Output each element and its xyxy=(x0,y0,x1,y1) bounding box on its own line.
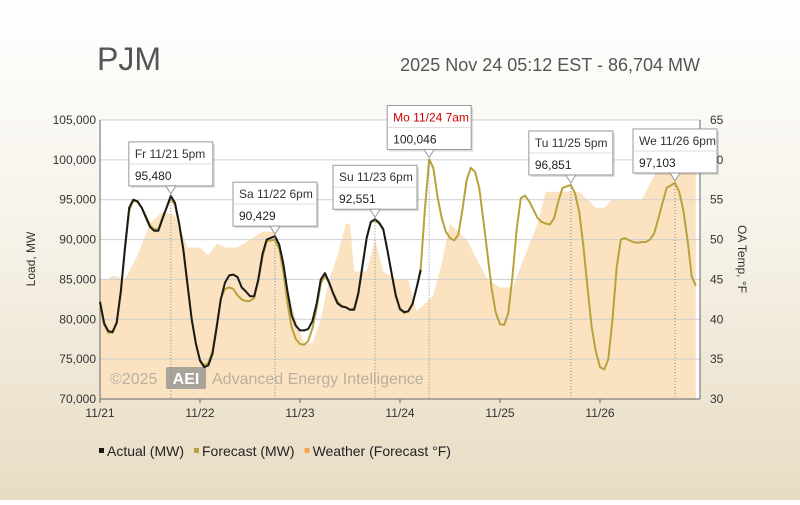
x-tick-label: 11/22 xyxy=(185,406,214,420)
region-title: PJM xyxy=(97,41,161,77)
callout-value: 96,851 xyxy=(535,158,572,172)
y2-tick-label: 35 xyxy=(710,352,724,366)
callout-label: We 11/26 6pm xyxy=(639,134,716,148)
callout-pointer xyxy=(669,172,681,182)
y2-axis-title: OA Temp, °F xyxy=(735,225,749,293)
legend-label: Forecast (MW) xyxy=(202,443,295,459)
y2-tick-label: 55 xyxy=(710,193,724,207)
legend-swatch xyxy=(99,448,104,453)
x-tick-label: 11/23 xyxy=(285,406,314,420)
callout-label: Tu 11/25 5pm xyxy=(535,136,608,150)
callout-pointer xyxy=(423,148,436,159)
callout-value: 90,429 xyxy=(239,209,276,223)
x-tick-label: 11/26 xyxy=(585,406,614,420)
x-tick-label: 11/25 xyxy=(485,406,514,420)
callout-value: 92,551 xyxy=(339,192,376,206)
y2-tick-label: 40 xyxy=(710,312,724,326)
y-tick-label: 75,000 xyxy=(59,352,96,366)
callout-label: Sa 11/22 6pm xyxy=(239,187,313,201)
y-tick-label: 105,000 xyxy=(53,113,97,127)
status-text: 2025 Nov 24 05:12 EST - 86,704 MW xyxy=(400,55,700,75)
x-tick-label: 11/21 xyxy=(85,406,114,420)
watermark-company: Advanced Energy Intelligence xyxy=(212,371,424,388)
legend-swatch xyxy=(194,448,199,453)
y-tick-label: 95,000 xyxy=(59,193,96,207)
y-tick-label: 85,000 xyxy=(59,272,96,286)
watermark-logo-box xyxy=(166,367,206,389)
callout-pointer xyxy=(369,208,381,219)
callout-label: Su 11/23 6pm xyxy=(339,170,413,184)
watermark-logo: AEI xyxy=(173,371,200,388)
y-tick-label: 70,000 xyxy=(59,392,96,406)
legend-label: Weather (Forecast °F) xyxy=(313,443,451,459)
y-axis-title: Load, MW xyxy=(24,231,38,286)
y-tick-label: 90,000 xyxy=(59,233,96,247)
legend-swatch xyxy=(304,448,310,453)
actual-line xyxy=(99,194,422,369)
callout-label: Mo 11/24 7am xyxy=(393,110,469,124)
watermark-copyright: ©2025 xyxy=(110,371,157,388)
y2-tick-label: 65 xyxy=(710,113,724,127)
callout-pointer xyxy=(164,185,177,195)
callout-pointer xyxy=(269,225,281,236)
y-tick-label: 100,000 xyxy=(53,153,97,167)
callout-value: 100,046 xyxy=(393,132,437,146)
y2-tick-label: 50 xyxy=(710,233,724,247)
callout-label: Fr 11/21 5pm xyxy=(135,147,205,161)
callout-value: 97,103 xyxy=(639,156,676,170)
callout-pointer xyxy=(564,174,577,184)
y-tick-label: 80,000 xyxy=(59,312,96,326)
x-tick-label: 11/24 xyxy=(385,406,414,420)
y2-tick-label: 45 xyxy=(710,272,724,286)
y2-tick-label: 30 xyxy=(710,392,724,406)
callout-value: 95,480 xyxy=(135,169,172,183)
legend-label: Actual (MW) xyxy=(107,443,184,459)
